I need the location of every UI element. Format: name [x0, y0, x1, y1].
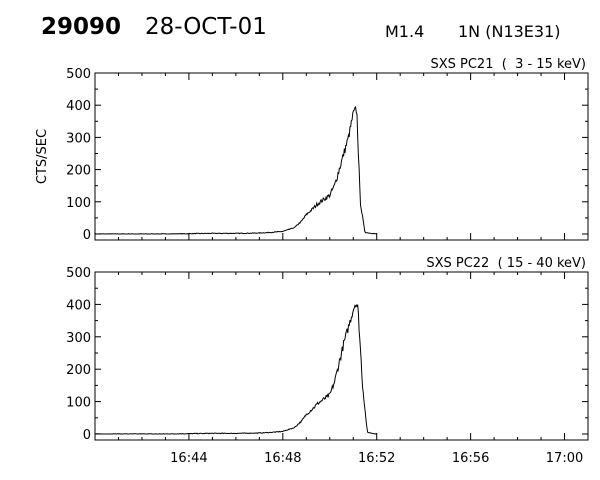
y-tick-label: 400: [66, 99, 91, 114]
y-tick-label: 100: [66, 196, 91, 211]
y-tick-label: 0: [83, 228, 91, 243]
y-tick-label: 100: [66, 396, 91, 411]
x-tick-label: 16:52: [358, 451, 395, 466]
y-axis-label: CTS/SEC: [35, 129, 50, 184]
event-id: 29090: [41, 14, 122, 40]
y-tick-label: 500: [66, 266, 91, 281]
panel-title: SXS PC22 ( 15 - 40 keV): [426, 256, 586, 271]
y-tick-label: 0: [83, 428, 91, 443]
x-tick-label: 16:56: [452, 451, 489, 466]
y-tick-label: 300: [66, 331, 91, 346]
y-tick-label: 200: [66, 363, 91, 378]
panel-title: SXS PC21 ( 3 - 15 keV): [430, 57, 586, 72]
plot-frame: [94, 72, 589, 241]
x-tick-label: 16:48: [264, 451, 301, 466]
plot-frame: [94, 271, 589, 441]
event-date: 28-OCT-01: [145, 14, 267, 40]
y-tick-label: 500: [66, 67, 91, 82]
x-tick-label: 16:44: [170, 451, 207, 466]
series-line: [94, 303, 377, 435]
series-line: [94, 106, 377, 235]
flare-location: 1N (N13E31): [458, 22, 561, 41]
y-tick-label: 200: [66, 164, 91, 179]
flare-class: M1.4: [385, 22, 425, 41]
x-tick-label: 17:00: [546, 451, 583, 466]
y-tick-label: 300: [66, 131, 91, 146]
y-tick-label: 400: [66, 298, 91, 313]
